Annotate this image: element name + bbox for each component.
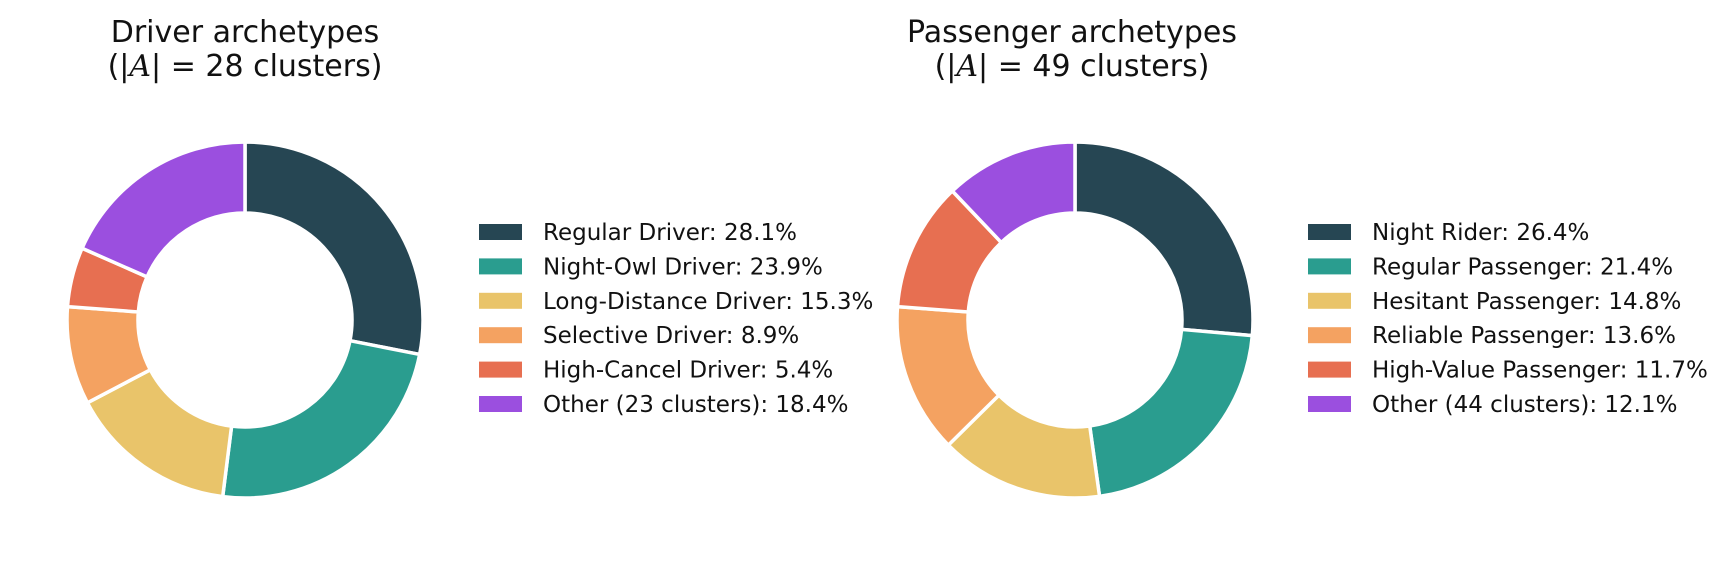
driver-slice-other-23-clusters xyxy=(79,140,247,280)
driver-legend-swatch xyxy=(479,258,522,275)
passenger-slice-night-rider xyxy=(1073,140,1255,338)
passenger-legend-swatch xyxy=(1308,292,1351,309)
driver-legend-swatch xyxy=(479,224,522,240)
driver-title-line2: (|A| = 28 clusters) xyxy=(45,50,445,84)
passenger-legend: Night Rider: 26.4% Regular Passenger: 21.… xyxy=(1308,220,1708,418)
driver-slice-night-owl-driver xyxy=(220,338,422,500)
passenger-legend-swatch xyxy=(1308,258,1351,275)
driver-title-prefix: (| xyxy=(107,49,130,84)
passenger-legend-swatch xyxy=(1308,224,1351,240)
driver-legend-label: Selective Driver: 8.9% xyxy=(543,323,799,349)
passenger-donut xyxy=(895,140,1255,500)
passenger-legend-swatch xyxy=(1308,396,1351,412)
driver-legend-swatch xyxy=(479,396,522,412)
passenger-legend-label: High-Value Passenger: 11.7% xyxy=(1372,358,1708,384)
passenger-legend-label: Regular Passenger: 21.4% xyxy=(1372,254,1673,280)
passenger-legend-label: Night Rider: 26.4% xyxy=(1372,220,1589,246)
driver-legend: Regular Driver: 28.1% Night-Owl Driver: 2… xyxy=(479,220,873,418)
driver-legend-swatch xyxy=(479,361,522,378)
passenger-legend-swatch xyxy=(1308,327,1351,344)
passenger-title-line1: Passenger archetypes xyxy=(907,15,1237,50)
passenger-legend-swatch xyxy=(1308,361,1351,378)
driver-legend-label: Other (23 clusters): 18.4% xyxy=(543,392,848,418)
passenger-legend-label: Other (44 clusters): 12.1% xyxy=(1372,392,1677,418)
driver-legend-label: Regular Driver: 28.1% xyxy=(543,220,797,246)
driver-legend-label: High-Cancel Driver: 5.4% xyxy=(543,358,833,384)
passenger-title-prefix: (| xyxy=(934,49,957,84)
passenger-title-line2: (|A| = 49 clusters) xyxy=(822,50,1322,84)
driver-title-line1: Driver archetypes xyxy=(110,15,380,50)
passenger-legend-label: Hesitant Passenger: 14.8% xyxy=(1372,289,1681,315)
driver-title-var: A xyxy=(129,49,152,84)
driver-legend-swatch xyxy=(479,292,522,309)
passenger-legend-label: Reliable Passenger: 13.6% xyxy=(1372,323,1676,349)
driver-chart-title: Driver archetypes (|A| = 28 clusters) xyxy=(45,16,445,84)
driver-legend-label: Long-Distance Driver: 15.3% xyxy=(543,289,873,315)
driver-donut xyxy=(65,140,425,500)
driver-title-suffix: | = 28 clusters) xyxy=(151,49,383,84)
passenger-slice-regular-passenger xyxy=(1087,327,1255,499)
driver-legend-swatch xyxy=(479,327,522,344)
driver-legend-label: Night-Owl Driver: 23.9% xyxy=(543,254,823,280)
passenger-title-var: A xyxy=(956,49,979,84)
passenger-slice-other-44-clusters xyxy=(949,140,1077,245)
passenger-chart-title: Passenger archetypes (|A| = 49 clusters) xyxy=(822,16,1322,84)
driver-slice-regular-driver xyxy=(243,140,425,357)
passenger-title-suffix: | = 49 clusters) xyxy=(978,49,1210,84)
